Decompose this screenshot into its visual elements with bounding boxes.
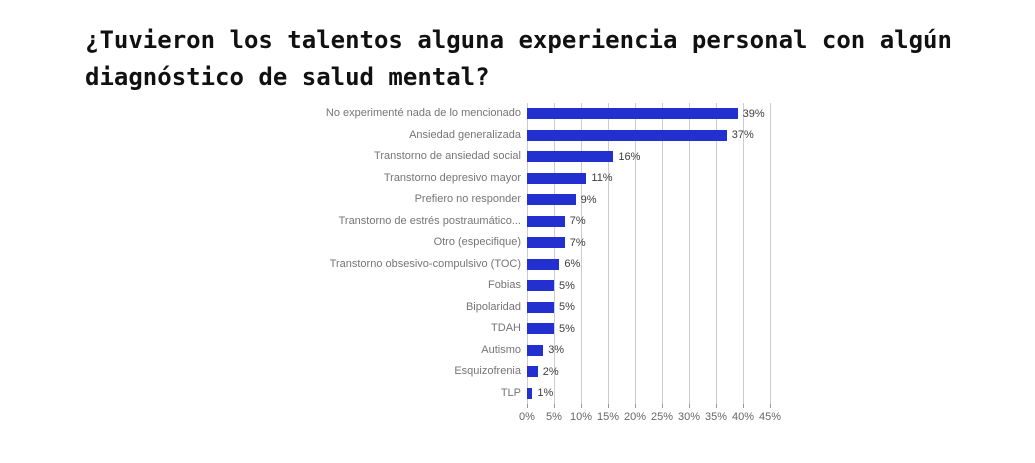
gridline — [581, 103, 582, 404]
x-axis-label: 30% — [677, 411, 701, 423]
chart-row: Esquizofrenia 2% — [285, 361, 845, 383]
axis-tick — [716, 404, 717, 408]
gridline — [635, 103, 636, 404]
value-label: 6% — [564, 258, 581, 271]
x-axis-label: 5% — [546, 411, 562, 423]
value-label: 3% — [548, 344, 565, 357]
gridlines — [527, 103, 777, 408]
axis-tick — [608, 404, 609, 408]
category-label: Transtorno depresivo mayor — [383, 171, 521, 184]
gridline — [527, 103, 528, 404]
axis-tick — [770, 404, 771, 408]
chart-rows: No experimenté nada de lo mencionado 39% A… — [285, 103, 845, 404]
category-label: TLP — [500, 386, 521, 399]
gridline — [743, 103, 744, 404]
x-axis-label: 40% — [731, 411, 755, 423]
category-label: Bipolaridad — [465, 300, 521, 313]
value-label: 5% — [559, 279, 575, 292]
category-label: Fobias — [487, 279, 521, 292]
chart-row: Bipolaridad 5% — [285, 297, 845, 319]
value-label: 16% — [618, 150, 641, 163]
chart-row: Transtorno obsesivo-compulsivo (TOC) 6% — [285, 254, 845, 276]
axis-tick — [743, 404, 744, 408]
chart-title: ¿Tuvieron los talentos alguna experienci… — [85, 22, 952, 96]
chart-title-line1: ¿Tuvieron los talentos alguna experienci… — [85, 26, 952, 54]
chart-title-line2: diagnóstico de salud mental? — [85, 63, 490, 91]
x-axis-label: 20% — [623, 411, 647, 423]
category-label: Esquizofrenia — [454, 365, 521, 378]
value-label: 9% — [580, 193, 597, 206]
bar — [527, 301, 554, 313]
value-label: 7% — [569, 215, 586, 228]
axis-tick — [581, 404, 582, 408]
axis-tick — [527, 404, 528, 408]
bar — [527, 237, 565, 249]
value-label: 1% — [537, 387, 554, 400]
gridline — [716, 103, 717, 404]
x-axis-label: 45% — [758, 411, 782, 423]
category-label: No experimenté nada de lo mencionado — [325, 107, 521, 120]
value-label: 5% — [559, 322, 575, 335]
category-label: Autismo — [481, 343, 521, 356]
gridline — [689, 103, 690, 404]
value-label: 37% — [731, 129, 754, 142]
chart-row: Otro (especifique) 7% — [285, 232, 845, 254]
gridline — [662, 103, 663, 404]
category-label: Transtorno obsesivo-compulsivo (TOC) — [329, 257, 521, 270]
x-axis-label: 35% — [704, 411, 728, 423]
value-label: 11% — [591, 172, 613, 185]
chart-row: Ansiedad generalizada 37% — [285, 125, 845, 147]
gridline — [770, 103, 771, 404]
bar — [527, 172, 587, 184]
chart-row: Prefiero no responder 9% — [285, 189, 845, 211]
bar — [527, 215, 565, 227]
chart-row: TDAH 5% — [285, 318, 845, 340]
category-label: Ansiedad generalizada — [409, 128, 521, 141]
axis-tick — [554, 404, 555, 408]
chart-row: Transtorno de estrés postraumático... 7% — [285, 211, 845, 233]
category-label: Transtorno de estrés postraumático... — [338, 214, 521, 227]
category-label: TDAH — [491, 322, 521, 335]
chart-row: TLP 1% — [285, 383, 845, 405]
bar — [527, 258, 560, 270]
category-label: Prefiero no responder — [414, 193, 521, 206]
x-axis-label: 25% — [650, 411, 674, 423]
bar — [527, 108, 738, 120]
chart-row: Transtorno de ansiedad social 16% — [285, 146, 845, 168]
axis-tick — [662, 404, 663, 408]
category-label: Transtorno de ansiedad social — [374, 150, 521, 163]
x-axis-label: 10% — [569, 411, 593, 423]
chart-row: No experimenté nada de lo mencionado 39% — [285, 103, 845, 125]
bar — [527, 323, 554, 335]
gridline — [554, 103, 555, 404]
x-axis-label: 15% — [596, 411, 620, 423]
chart-row: Fobias 5% — [285, 275, 845, 297]
chart-row: Transtorno depresivo mayor 11% — [285, 168, 845, 190]
bar — [527, 151, 614, 163]
bar — [527, 387, 533, 399]
x-axis-label: 0% — [519, 411, 535, 423]
gridline — [608, 103, 609, 404]
value-label: 5% — [559, 301, 575, 314]
bar — [527, 194, 576, 206]
category-label: Otro (especifique) — [433, 236, 521, 249]
axis-tick — [689, 404, 690, 408]
axis-tick — [635, 404, 636, 408]
value-label: 39% — [742, 107, 765, 120]
bar — [527, 344, 544, 356]
value-label: 7% — [569, 236, 586, 249]
value-label: 2% — [542, 365, 559, 378]
x-axis: 0% 5% 10% 15% 20% 25% 30% 35% 40% 45% — [519, 411, 781, 427]
chart-row: Autismo 3% — [285, 340, 845, 362]
bar — [527, 280, 554, 292]
bar-chart: No experimenté nada de lo mencionado 39% A… — [285, 103, 845, 433]
bar — [527, 129, 727, 141]
bar — [527, 366, 538, 378]
